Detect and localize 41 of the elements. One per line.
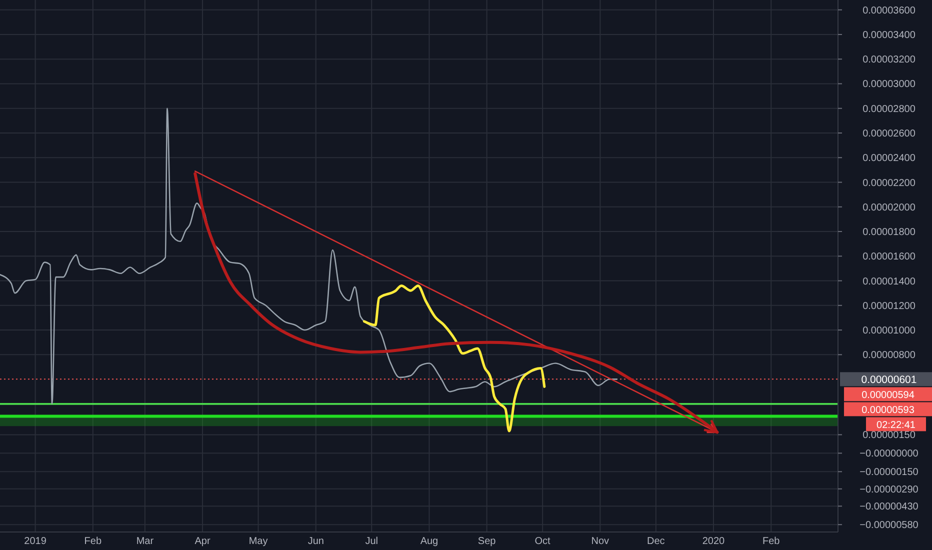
x-tick-label: Jul bbox=[365, 536, 378, 547]
y-tick-label: −0.00000000 bbox=[860, 448, 919, 460]
y-tick-label: 0.00003400 bbox=[862, 30, 916, 41]
x-tick-label: Jun bbox=[308, 536, 324, 547]
text: 02:22:41 bbox=[876, 420, 916, 432]
y-tick-label: 0.00002600 bbox=[862, 128, 916, 140]
line-series bbox=[362, 284, 546, 432]
x-tick-label: Sep bbox=[478, 536, 496, 547]
x-tick-label: Nov bbox=[591, 536, 610, 547]
x-tick-label: Mar bbox=[136, 536, 154, 547]
y-tick-label: −0.00000290 bbox=[860, 484, 919, 496]
y-tick-label: 0.00002400 bbox=[862, 153, 916, 164]
y-tick-label: 0.00000150 bbox=[862, 430, 916, 442]
line-series bbox=[0, 108, 618, 405]
y-tick-label: 0.00003000 bbox=[862, 79, 916, 90]
text: 0.00000593 bbox=[862, 405, 915, 416]
y-tick-label: 0.00001000 bbox=[862, 326, 916, 337]
y-tick-label: 0.00002200 bbox=[862, 178, 916, 189]
text: 0.00000594 bbox=[862, 390, 915, 402]
x-tick-label: Oct bbox=[534, 536, 551, 547]
y-tick-label: −0.00000430 bbox=[860, 502, 919, 513]
y-tick-label: 0.00003600 bbox=[862, 5, 916, 16]
y-tick-label: 0.00001400 bbox=[862, 276, 916, 288]
y-tick-label: 0.00001200 bbox=[862, 300, 916, 312]
x-tick-label: Feb bbox=[84, 536, 102, 547]
y-tick-label: 0.00003200 bbox=[862, 54, 916, 66]
x-tick-label: Feb bbox=[762, 536, 780, 547]
x-tick-label: 2020 bbox=[702, 536, 726, 547]
y-tick-label: −0.00000580 bbox=[860, 520, 919, 532]
y-tick-label: 0.00000800 bbox=[862, 350, 916, 362]
y-tick-label: 0.00001600 bbox=[862, 252, 916, 263]
y-tick-label: 0.00002000 bbox=[862, 202, 916, 214]
y-tick-label: 0.00001800 bbox=[862, 227, 916, 238]
x-tick-label: Aug bbox=[420, 536, 438, 547]
x-tick-label: 2019 bbox=[24, 536, 47, 547]
x-tick-label: Dec bbox=[647, 536, 665, 547]
x-tick-label: Apr bbox=[194, 536, 211, 547]
x-tick-label: May bbox=[248, 536, 268, 547]
y-tick-label: 0.00002800 bbox=[862, 104, 916, 115]
ref-line-label: 0.00000601 bbox=[861, 374, 917, 386]
y-tick-label: −0.00000150 bbox=[860, 467, 919, 478]
